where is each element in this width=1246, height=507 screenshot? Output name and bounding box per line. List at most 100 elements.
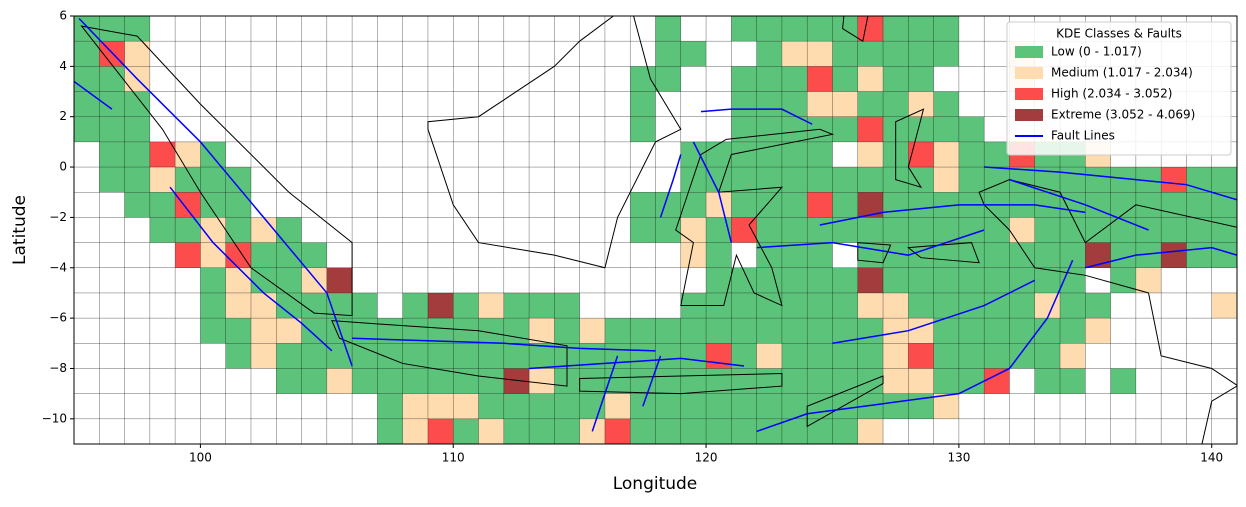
kde-cell — [1161, 242, 1187, 268]
coastline — [895, 108, 925, 189]
kde-cell — [175, 192, 201, 218]
axes-frame — [73, 15, 1238, 445]
y-tick-label: −10 — [42, 411, 67, 425]
coastline — [806, 375, 884, 428]
kde-cell — [706, 217, 732, 243]
kde-cell — [832, 192, 858, 218]
kde-cell — [630, 418, 858, 444]
x-tick-label: 120 — [695, 451, 718, 465]
kde-cell — [149, 141, 176, 168]
fault-line — [756, 229, 985, 256]
y-tick-label: −4 — [49, 260, 67, 274]
x-tick-label: 140 — [1200, 451, 1223, 465]
kde-cell — [1161, 167, 1187, 193]
kde-cell — [579, 318, 605, 344]
coastline — [857, 242, 892, 264]
kde-cell — [1085, 242, 1111, 268]
kde-cell — [554, 368, 884, 394]
kde-cell — [200, 267, 226, 293]
y-tick-label: −6 — [49, 311, 67, 325]
kde-cell — [250, 217, 277, 243]
kde-cell — [857, 418, 884, 444]
kde-cell — [908, 91, 934, 117]
kde-cell — [731, 16, 858, 42]
fault-line — [1009, 178, 1149, 231]
kde-cell — [933, 343, 1061, 369]
kde-cell — [402, 418, 428, 444]
kde-cell — [529, 368, 555, 394]
y-axis-label: Latitude — [10, 195, 30, 265]
x-tick-label: 100 — [189, 451, 212, 465]
legend-swatch — [1015, 109, 1043, 121]
kde-cell — [478, 418, 504, 444]
kde-cell — [1110, 368, 1136, 394]
kde-cell — [908, 292, 1035, 319]
y-tick-label: 4 — [59, 59, 67, 73]
kde-cell — [604, 418, 631, 444]
legend: KDE Classes & Faults Low (0 - 1.017) Mediu… — [1006, 21, 1232, 156]
x-tick-label: 110 — [442, 451, 465, 465]
kde-cell — [225, 343, 251, 369]
y-tick-label: −2 — [49, 210, 67, 224]
kde-cell — [857, 141, 884, 168]
coastline — [427, 16, 682, 269]
kde-cell — [933, 91, 959, 117]
kde-cell — [503, 418, 580, 444]
kde-cell — [731, 116, 858, 142]
y-tick-label: 6 — [59, 9, 67, 23]
legend-title: KDE Classes & Faults — [1056, 27, 1182, 41]
legend-label: Extreme (3.052 - 4.069) — [1051, 108, 1195, 122]
coastline — [978, 179, 1237, 386]
kde-cell — [933, 167, 959, 193]
y-tick-label: 0 — [59, 160, 67, 174]
kde-cell — [276, 343, 707, 369]
fault-line — [169, 186, 333, 352]
coastline — [842, 16, 869, 42]
kde-cell — [453, 292, 479, 319]
coastline — [331, 320, 568, 387]
kde-cell — [883, 16, 959, 42]
fault-line — [832, 279, 1036, 345]
kde-cell — [74, 41, 100, 67]
kde-cell — [225, 217, 251, 243]
fault-line — [642, 355, 662, 407]
kde-cell — [503, 292, 580, 319]
kde-cell — [832, 66, 858, 92]
legend-swatch — [1015, 46, 1043, 58]
kde-cell — [326, 368, 353, 394]
x-tick-label: 130 — [947, 451, 970, 465]
kde-cell — [200, 292, 226, 319]
kde-cell — [630, 116, 656, 142]
kde-cell — [1135, 267, 1162, 293]
kde-cell — [175, 242, 201, 268]
fault-line — [659, 154, 682, 218]
kde-cell — [908, 141, 934, 168]
kde-cell — [604, 318, 884, 344]
fault-line — [984, 166, 1237, 201]
kde-cell — [200, 217, 226, 243]
kde-cell — [200, 242, 226, 268]
kde-cell — [1110, 267, 1136, 293]
kde-cell — [680, 242, 707, 268]
kde-cell — [225, 242, 251, 268]
kde-cell — [857, 242, 1086, 268]
kde-cell — [857, 16, 884, 42]
kde-cell — [225, 267, 251, 293]
legend-swatch — [1015, 88, 1043, 100]
kde-cell — [1060, 343, 1086, 369]
fault-line — [819, 204, 1086, 226]
kde-cell — [478, 292, 504, 319]
kde-cell — [529, 318, 555, 344]
coastline — [907, 242, 980, 264]
legend-label: High (2.034 - 3.052) — [1051, 87, 1172, 101]
coastline — [579, 372, 783, 395]
kde-cell — [908, 343, 934, 369]
kde-cell — [74, 116, 150, 142]
legend-label: Fault Lines — [1051, 129, 1115, 143]
kde-cell — [74, 91, 150, 117]
kde-cell — [453, 418, 479, 444]
kde-cell — [680, 217, 707, 243]
x-axis-label: Longitude — [613, 474, 698, 494]
kde-cell — [731, 66, 808, 92]
